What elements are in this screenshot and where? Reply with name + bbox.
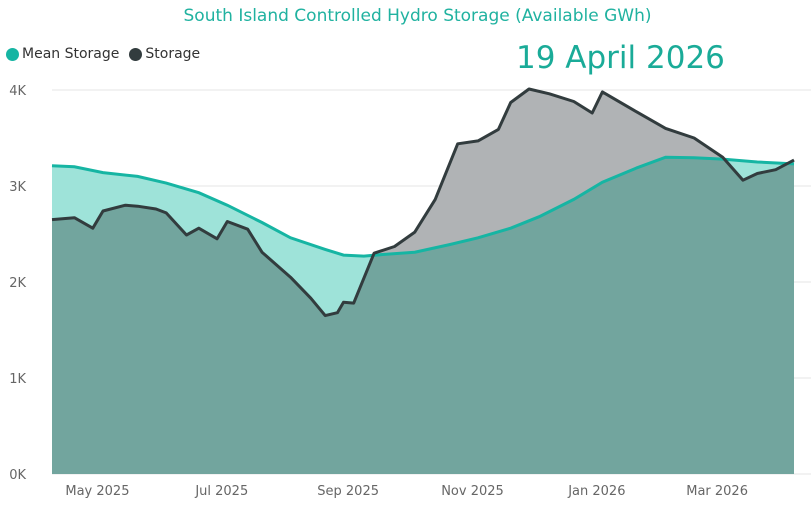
storage-line[interactable] bbox=[51, 87, 795, 318]
x-tick-label: May 2025 bbox=[65, 484, 129, 499]
legend-label: Storage bbox=[145, 46, 201, 62]
x-tick-label: Mar 2026 bbox=[686, 484, 748, 499]
overlap-area bbox=[52, 157, 794, 474]
date-annotation: 19 April 2026 bbox=[516, 40, 725, 76]
legend-marker-icon bbox=[6, 47, 19, 61]
y-tick-label: 1K bbox=[9, 372, 26, 387]
chart-title: South Island Controlled Hydro Storage (A… bbox=[183, 6, 652, 26]
x-tick-label: Nov 2025 bbox=[441, 484, 504, 499]
y-tick-label: 4K bbox=[9, 84, 26, 99]
y-tick-label: 0K bbox=[9, 468, 26, 483]
y-tick-label: 2K bbox=[9, 276, 26, 291]
y-tick-label: 3K bbox=[9, 180, 26, 195]
x-tick-label: Sep 2025 bbox=[317, 484, 379, 499]
x-tick-label: Jan 2026 bbox=[567, 484, 625, 499]
mean-storage-line[interactable] bbox=[51, 155, 795, 258]
legend-item-storage[interactable]: Storage bbox=[129, 46, 200, 62]
legend-item-mean-storage[interactable]: Mean Storage bbox=[6, 46, 119, 62]
x-tick-label: Jul 2025 bbox=[194, 484, 248, 499]
legend: Mean Storage Storage bbox=[6, 46, 210, 62]
legend-marker-icon bbox=[129, 47, 143, 61]
legend-label: Mean Storage bbox=[22, 46, 120, 62]
